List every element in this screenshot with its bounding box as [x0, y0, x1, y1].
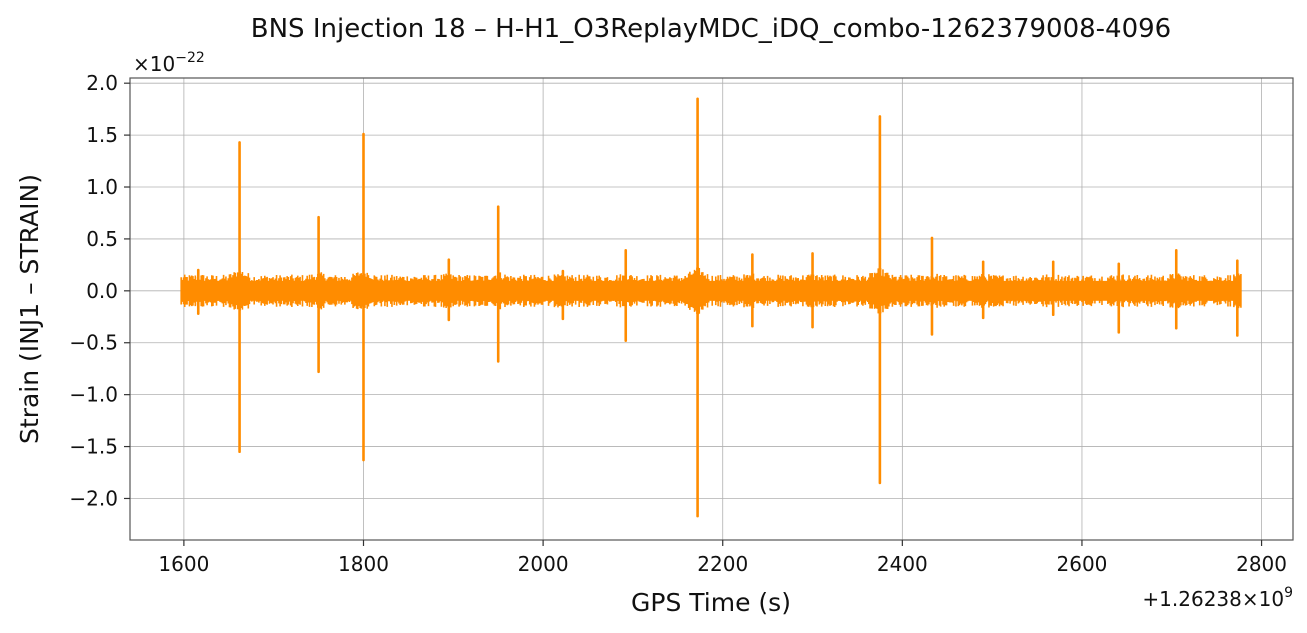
y-tick-label: 2.0: [86, 71, 118, 95]
y-tick-label: −2.0: [69, 486, 118, 510]
chart-title: BNS Injection 18 – H-H1_O3ReplayMDC_iDQ_…: [251, 14, 1171, 44]
y-tick-label: −0.5: [69, 331, 118, 355]
y-tick-label: −1.0: [69, 383, 118, 407]
x-tick-label: 1600: [158, 552, 209, 576]
y-tick-label: 1.5: [86, 123, 118, 147]
x-tick-label: 2800: [1236, 552, 1287, 576]
x-tick-label: 1800: [338, 552, 389, 576]
x-tick-label: 2200: [697, 552, 748, 576]
x-offset-label: +1.26238×109: [1142, 585, 1293, 611]
y-axis-label: Strain (INJ1 – STRAIN): [15, 174, 44, 444]
data-layer: [180, 97, 1242, 518]
x-tick-label: 2400: [877, 552, 928, 576]
y-tick-layer: −2.0 −1.5 −1.0 −0.5 0.0 0.5 1.0 1.5 2.0: [69, 71, 130, 510]
y-tick-label: 0.5: [86, 227, 118, 251]
y-scale-multiplier: ×10−22: [133, 50, 205, 76]
x-tick-layer: 1600 1800 2000 2200 2400 2600 2800: [158, 540, 1287, 576]
y-scale-exponent: −22: [175, 50, 205, 66]
x-tick-label: 2000: [518, 552, 569, 576]
x-tick-label: 2600: [1057, 552, 1108, 576]
x-offset-base: +1.26238×10: [1142, 587, 1284, 611]
x-axis-label: GPS Time (s): [631, 588, 791, 617]
y-tick-label: 0.0: [86, 279, 118, 303]
x-offset-exponent: 9: [1284, 585, 1293, 601]
plot-frame: [129, 77, 1294, 541]
y-tick-label: 1.0: [86, 175, 118, 199]
y-tick-label: −1.5: [69, 435, 118, 459]
y-scale-base: ×10: [133, 52, 175, 76]
strain-core-band: [181, 280, 1241, 301]
